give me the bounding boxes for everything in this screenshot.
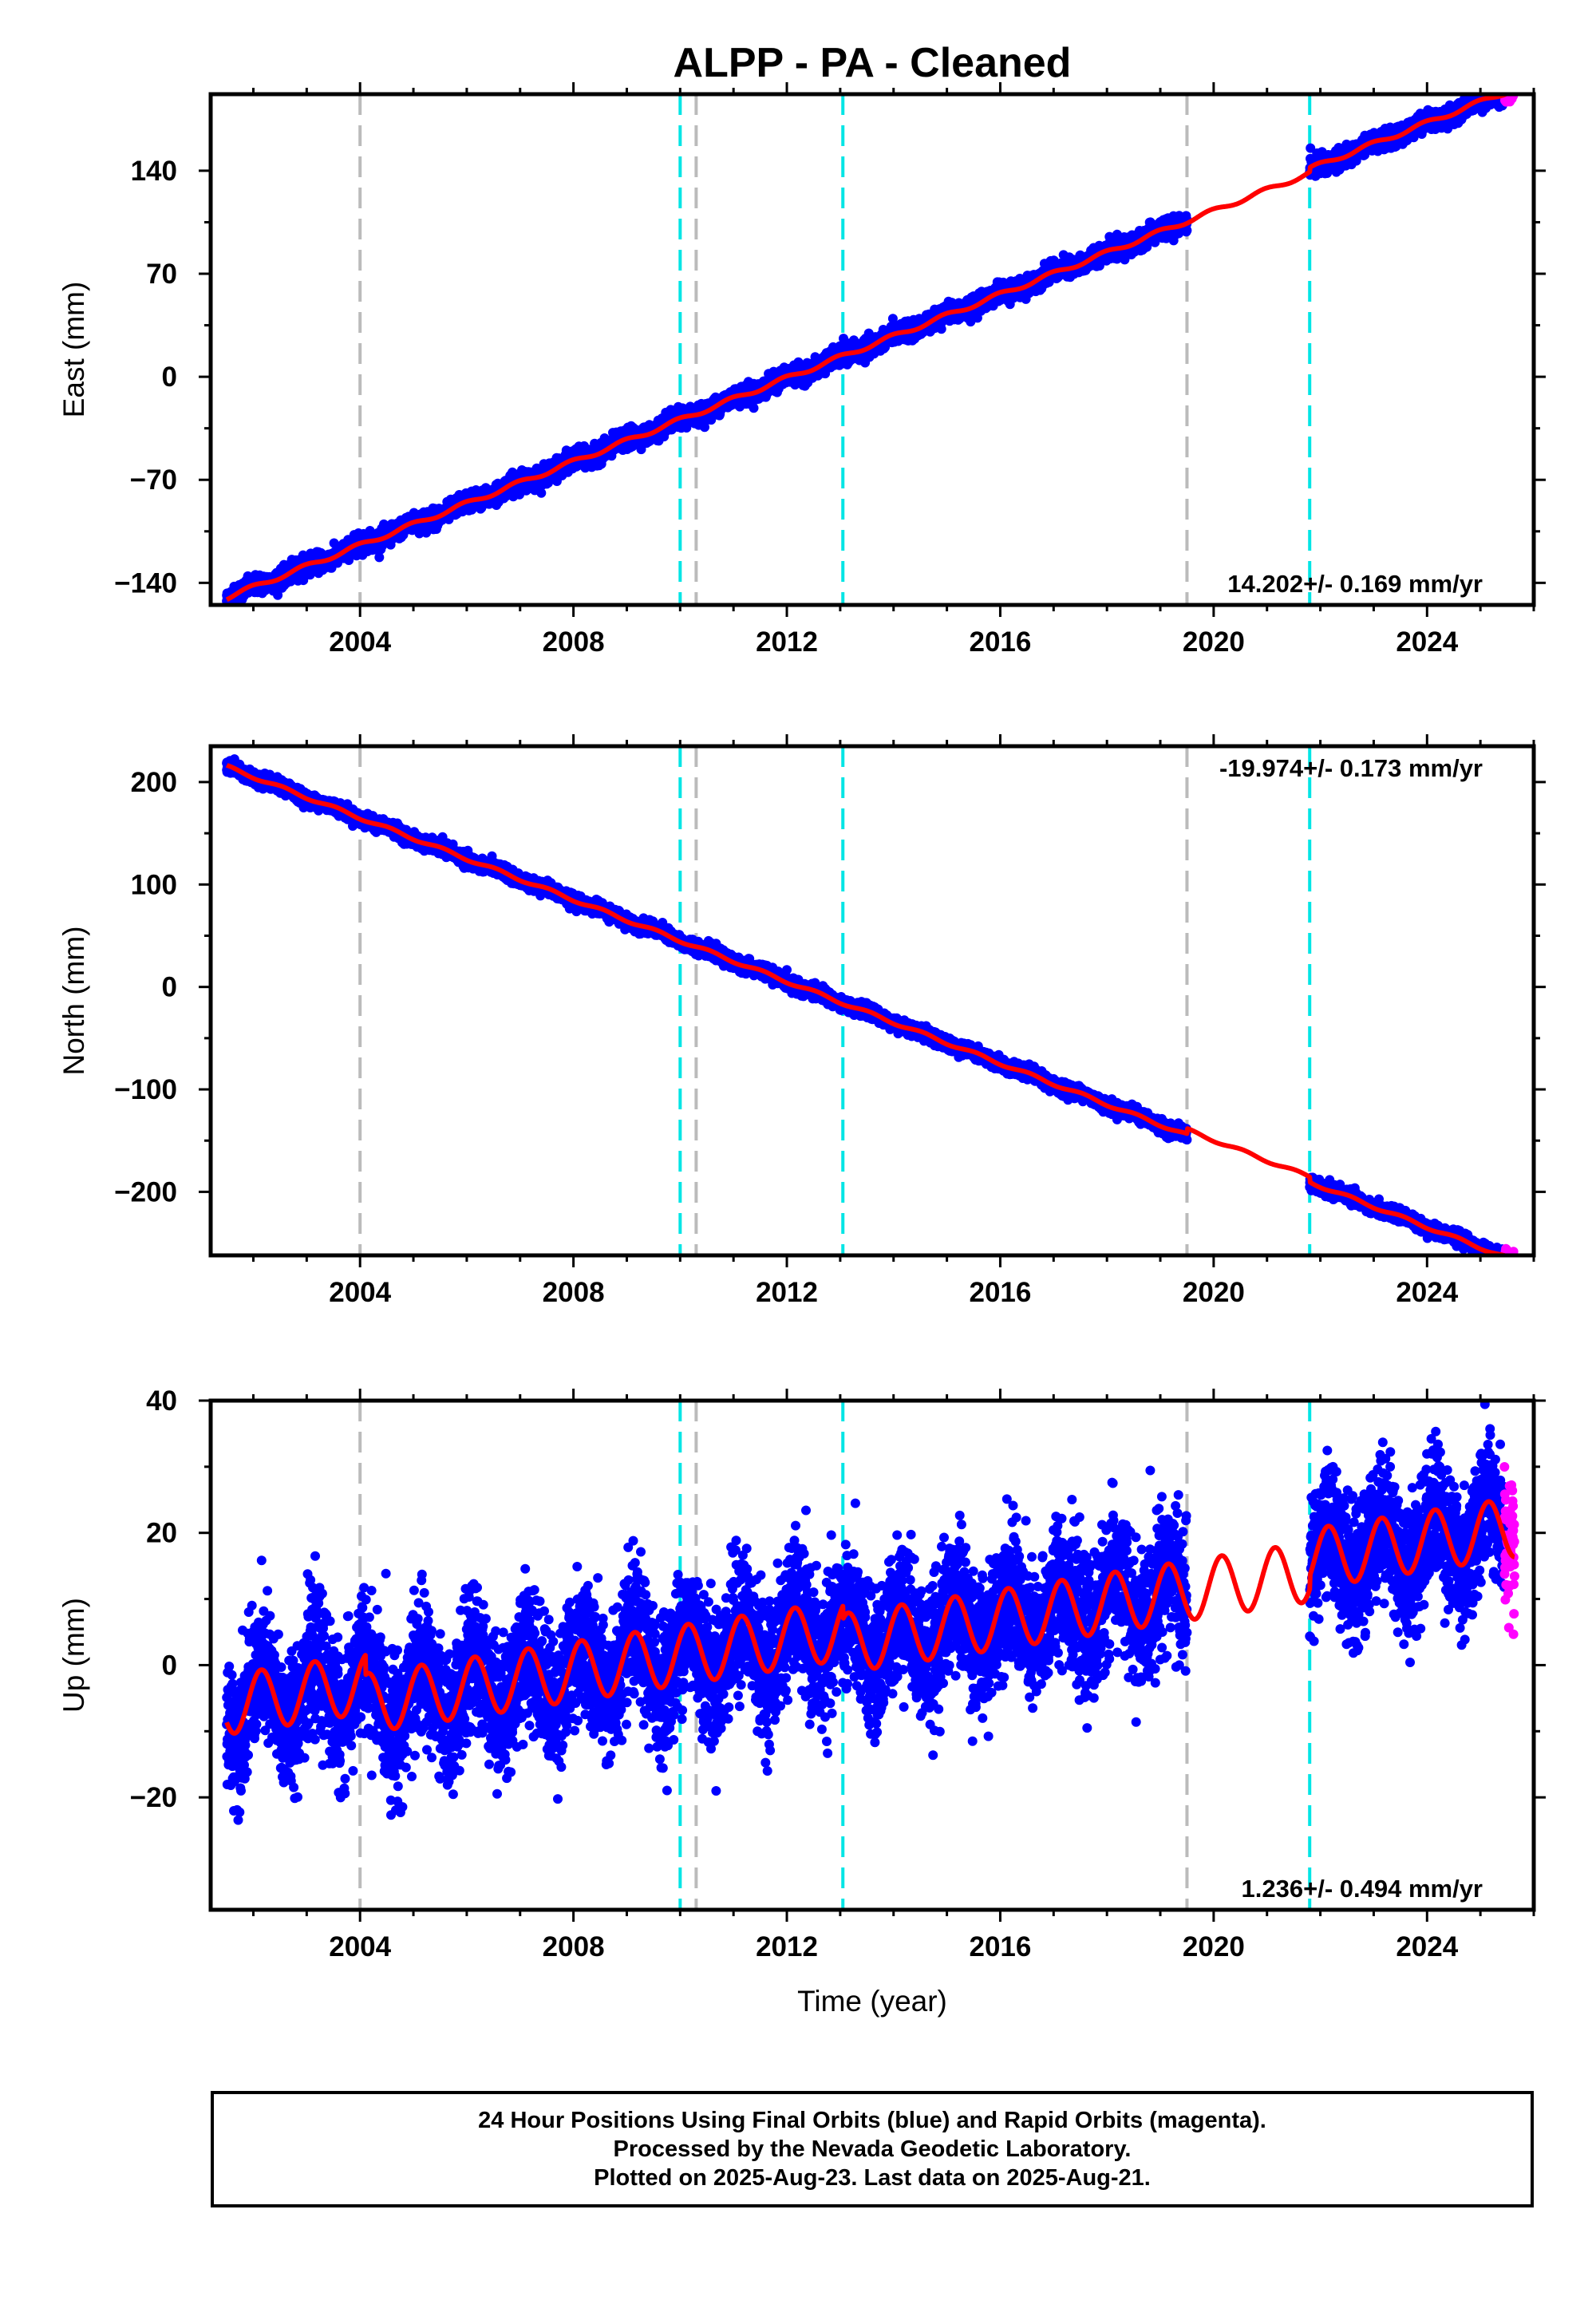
x-tick-label: 2004 (329, 626, 391, 658)
plot-area (222, 746, 1519, 1255)
y-tick-label: −20 (130, 1782, 177, 1813)
x-tick-label: 2012 (756, 626, 818, 658)
model-fit-line (224, 763, 1512, 1255)
y-tick-label: 0 (162, 1650, 177, 1681)
model-fit-line (224, 94, 1511, 603)
footer-info-box: 24 Hour Positions Using Final Orbits (bl… (211, 2091, 1534, 2207)
y-tick-label: 70 (146, 259, 177, 290)
velocity-rate-label: 14.202+/- 0.169 mm/yr (1227, 570, 1483, 598)
footer-line-1: 24 Hour Positions Using Final Orbits (bl… (478, 2108, 1266, 2133)
velocity-rate-label: 1.236+/- 0.494 mm/yr (1242, 1875, 1483, 1903)
panels-group: 2004 2008 2012 2016 2020 2024 −140 −70 0 70 140 Eas… (57, 82, 1546, 1962)
plot-frame (208, 92, 1536, 607)
x-tick-label: 2016 (970, 1277, 1032, 1308)
model-fit-line (224, 1499, 1517, 1736)
y-tick-label: −140 (114, 567, 177, 599)
x-tick-label: 2004 (329, 1277, 391, 1308)
y-tick-label: −200 (114, 1176, 177, 1207)
rapid-orbit-points (1499, 94, 1519, 107)
figure-title: ALPP - PA - Cleaned (674, 40, 1072, 86)
plot-frame (208, 744, 1536, 1258)
y-tick-label: 0 (162, 972, 177, 1003)
y-axis-label: East (mm) (57, 282, 90, 418)
x-tick-label: 2024 (1396, 626, 1458, 658)
x-tick-label: 2020 (1183, 1931, 1245, 1962)
x-tick-label: 2004 (329, 1931, 391, 1962)
panel-1: 2004 2008 2012 2016 2020 2024 −140 −70 0 70 140 Eas… (57, 82, 1546, 658)
y-tick-label: 100 (131, 869, 177, 900)
x-tick-label: 2012 (756, 1931, 818, 1962)
x-tick-label: 2016 (970, 626, 1032, 658)
plot-background (211, 746, 1534, 1255)
footer-line-3: Plotted on 2025-Aug-23. Last data on 202… (594, 2165, 1151, 2191)
x-tick-label: 2016 (970, 1931, 1032, 1962)
x-tick-label: 2020 (1183, 1277, 1245, 1308)
x-axis-label: Time (year) (797, 1985, 947, 2018)
panel-2: 2004 2008 2012 2016 2020 2024 −200 −100 0 100 200 N… (57, 734, 1546, 1308)
y-tick-label: −70 (130, 464, 177, 496)
y-tick-label: −100 (114, 1074, 177, 1105)
y-tick-label: 0 (162, 362, 177, 393)
panel-3: 2004 2008 2012 2016 2020 2024 −20 0 20 40 Up (mm) 1… (57, 1385, 1546, 1962)
x-tick-label: 2008 (543, 626, 605, 658)
x-tick-label: 2012 (756, 1277, 818, 1308)
rapid-orbit-points (1499, 1243, 1519, 1255)
x-tick-label: 2024 (1396, 1277, 1458, 1308)
y-tick-label: 140 (131, 156, 177, 187)
footer-line-2: Processed by the Nevada Geodetic Laborat… (613, 2136, 1132, 2162)
x-tick-label: 2008 (543, 1931, 605, 1962)
y-tick-label: 200 (131, 767, 177, 798)
plot-area (222, 1401, 1519, 1910)
plot-area (222, 94, 1519, 605)
velocity-rate-label: -19.974+/- 0.173 mm/yr (1219, 754, 1483, 782)
x-tick-label: 2008 (543, 1277, 605, 1308)
x-tick-label: 2020 (1183, 626, 1245, 658)
y-axis-label: Up (mm) (57, 1598, 90, 1713)
y-tick-label: 20 (146, 1518, 177, 1549)
y-axis-label: North (mm) (57, 926, 90, 1075)
y-tick-label: 40 (146, 1385, 177, 1417)
plot-frame (208, 1398, 1536, 1912)
x-tick-label: 2024 (1396, 1931, 1458, 1962)
